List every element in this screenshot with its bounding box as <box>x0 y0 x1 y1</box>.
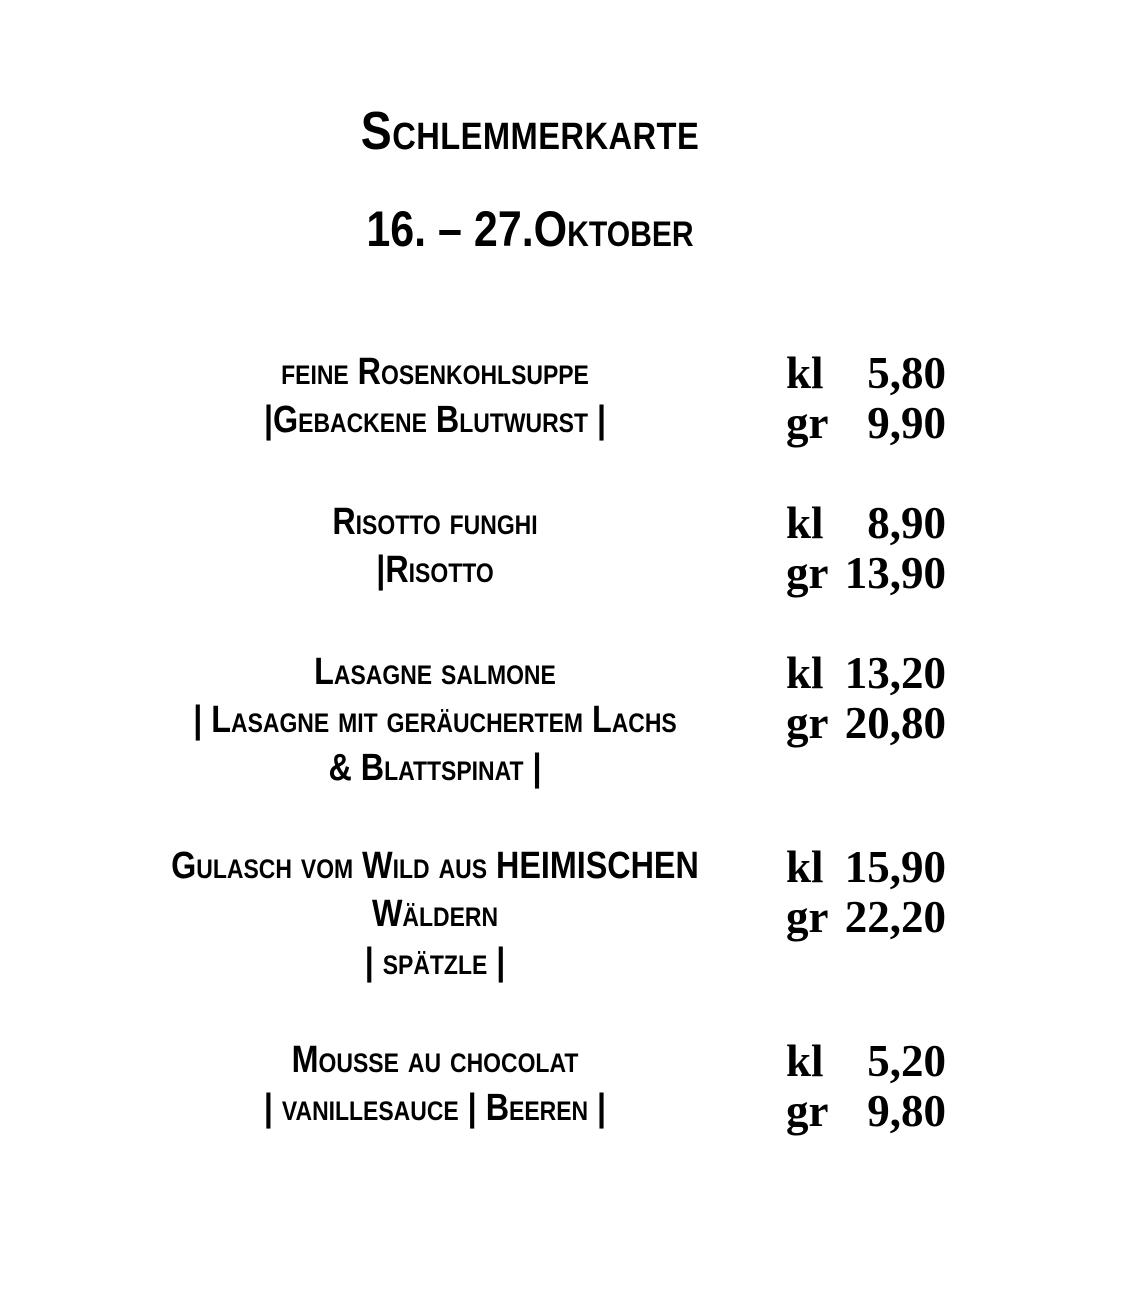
price-amount: 15,90 <box>844 842 946 892</box>
price-size-label: kl <box>786 1036 824 1086</box>
price-amount: 13,20 <box>844 648 946 698</box>
menu-item-name-line: Wäldern <box>371 893 499 935</box>
date-range-text: 16. – 27.Oktober <box>366 201 694 257</box>
menu-item-row: Risotto funghi |Risotto kl 8,90 gr 13,90 <box>100 498 960 598</box>
menu-item-prices: kl 8,90 gr 13,90 <box>770 498 960 598</box>
menu-content: Schlemmerkarte 16. – 27.Oktober feine Ro… <box>100 0 960 1136</box>
price-line: gr 20,80 <box>786 698 946 748</box>
price-line: gr 9,80 <box>786 1086 946 1136</box>
menu-item-row: Mousse au chocolat | vanillesauce | Beere… <box>100 1036 960 1136</box>
price-size-label: kl <box>786 648 824 698</box>
price-size-label: kl <box>786 842 824 892</box>
price-amount: 9,80 <box>867 1086 946 1136</box>
menu-item-name-line: & Blattspinat | <box>328 747 542 789</box>
date-range: 16. – 27.Oktober <box>100 198 960 260</box>
price-size-label: kl <box>786 498 824 548</box>
price-size-label: kl <box>786 348 824 398</box>
menu-item-prices: kl 5,20 gr 9,80 <box>770 1036 960 1136</box>
menu-item-row: Gulasch vom Wild aus HEIMISCHEN Wäldern | … <box>100 842 960 986</box>
price-amount: 5,80 <box>867 348 946 398</box>
price-size-label: gr <box>786 398 829 448</box>
menu-item-name-line: Lasagne salmone <box>314 651 556 693</box>
page-title: Schlemmerkarte <box>100 0 960 164</box>
menu-item-name: feine Rosenkohlsuppe |Gebackene Blutwurst… <box>100 348 770 444</box>
price-line: gr 13,90 <box>786 548 946 598</box>
page-title-text: Schlemmerkarte <box>360 101 700 161</box>
price-line: kl 5,20 <box>786 1036 946 1086</box>
menu-item-row: Lasagne salmone | Lasagne mit geräucherte… <box>100 648 960 792</box>
price-size-label: gr <box>786 1086 829 1136</box>
menu-item-name: Risotto funghi |Risotto <box>100 498 770 594</box>
price-amount: 20,80 <box>844 698 946 748</box>
price-size-label: gr <box>786 548 829 598</box>
menu-item-name: Mousse au chocolat | vanillesauce | Beere… <box>100 1036 770 1132</box>
price-amount: 13,90 <box>844 548 946 598</box>
menu-item-name-line: Risotto funghi <box>332 501 538 543</box>
menu-item-row: feine Rosenkohlsuppe |Gebackene Blutwurst… <box>100 348 960 448</box>
price-amount: 22,20 <box>844 892 946 942</box>
menu-item-prices: kl 13,20 gr 20,80 <box>770 648 960 748</box>
menu-item-name-line: |Risotto <box>376 549 494 591</box>
menu-item-name-line: | Lasagne mit geräuchertem Lachs <box>193 699 677 741</box>
price-line: kl 8,90 <box>786 498 946 548</box>
menu-item-name-line: | vanillesauce | Beeren | <box>263 1087 607 1129</box>
menu-item-name-line: feine Rosenkohlsuppe <box>281 351 589 393</box>
price-amount: 8,90 <box>867 498 946 548</box>
menu-item-name: Gulasch vom Wild aus HEIMISCHEN Wäldern | … <box>100 842 770 986</box>
menu-item-name: Lasagne salmone | Lasagne mit geräucherte… <box>100 648 770 792</box>
menu-item-name-line: |Gebackene Blutwurst | <box>263 399 607 441</box>
price-line: kl 5,80 <box>786 348 946 398</box>
price-amount: 5,20 <box>867 1036 946 1086</box>
price-size-label: gr <box>786 892 829 942</box>
price-size-label: gr <box>786 698 829 748</box>
menu-item-prices: kl 5,80 gr 9,90 <box>770 348 960 448</box>
menu-list: feine Rosenkohlsuppe |Gebackene Blutwurst… <box>100 348 960 1136</box>
menu-item-name-line: Mousse au chocolat <box>291 1039 579 1081</box>
price-line: gr 22,20 <box>786 892 946 942</box>
price-amount: 9,90 <box>867 398 946 448</box>
price-line: kl 13,20 <box>786 648 946 698</box>
price-line: kl 15,90 <box>786 842 946 892</box>
menu-item-name-line: Gulasch vom Wild aus HEIMISCHEN <box>171 845 699 887</box>
menu-item-name-line: | spätzle | <box>364 941 506 983</box>
menu-item-prices: kl 15,90 gr 22,20 <box>770 842 960 942</box>
price-line: gr 9,90 <box>786 398 946 448</box>
